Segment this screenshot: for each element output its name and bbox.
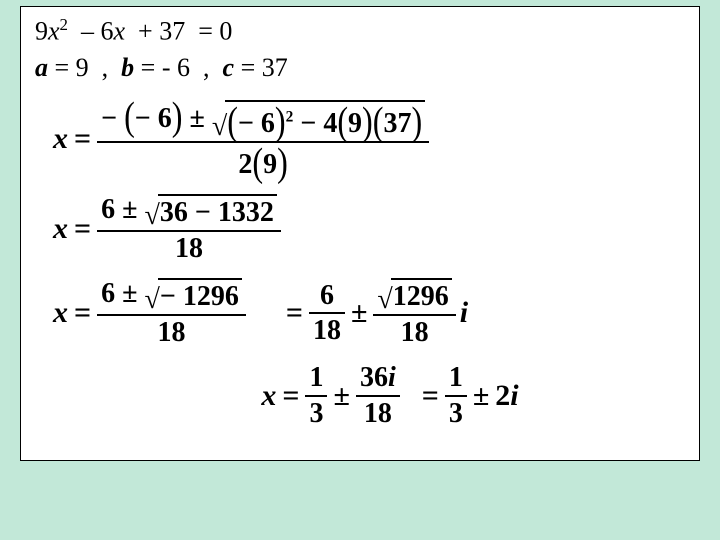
equals-4b: =: [422, 379, 439, 413]
pm-4a: ±: [333, 379, 349, 413]
coefficients-line: a = 9 , b = - 6 , c = 37: [35, 53, 685, 83]
pm-3: ±: [351, 296, 367, 330]
equals-3b: =: [286, 296, 303, 330]
step-4: x = 1 3 ± 36i 18 = 1 3 ± 2i: [95, 361, 685, 430]
den-step2: 18: [171, 232, 207, 266]
label-a: a: [35, 53, 48, 82]
frac-step3b1: 6 18: [309, 279, 345, 348]
label-b: b: [121, 53, 134, 82]
val-a: 9: [76, 53, 89, 82]
i-3: i: [460, 296, 468, 330]
var-x1: x: [48, 17, 60, 46]
num-step1: − (− 6) ± √ (− 6)2 − 4(9)(37): [97, 97, 429, 141]
coef-b: 6: [101, 17, 114, 46]
val-b: - 6: [162, 53, 190, 82]
val-c: 37: [262, 53, 288, 82]
den-step1: 2(9): [234, 143, 291, 182]
equals-4a: =: [282, 379, 299, 413]
sqrt-step2: √ 36 − 1332: [144, 194, 276, 230]
den-step3a: 18: [153, 316, 189, 350]
sqrt-step3a: √ − 1296: [144, 278, 241, 314]
num-step2: 6 ± √ 36 − 1332: [97, 193, 281, 229]
frac-step3b2: √ 1296 18: [373, 277, 455, 349]
rhs-zero: 0: [219, 17, 232, 46]
frac-step2: 6 ± √ 36 − 1332 18: [97, 193, 281, 265]
coef-a: 9: [35, 17, 48, 46]
equals-3a: =: [74, 296, 91, 330]
step-3: x = 6 ± √ − 1296 18 = 6 18 ± √: [53, 277, 685, 349]
pm-4b: ±: [473, 379, 489, 413]
x-lhs-3: x: [53, 296, 68, 330]
step-2: x = 6 ± √ 36 − 1332 18: [53, 193, 685, 265]
coef-c: 37: [159, 17, 185, 46]
equation-original: 9x2 – 6x + 37 = 0: [35, 15, 685, 47]
frac-step4a: 1 3: [305, 361, 327, 430]
frac-step1: − (− 6) ± √ (− 6)2 − 4(9)(37) 2(9): [97, 97, 429, 182]
sqrt-step3b: √ 1296: [377, 278, 451, 314]
equals-1: =: [74, 122, 91, 156]
num-step3a: 6 ± √ − 1296: [97, 277, 246, 313]
frac-step4b: 36i 18: [356, 361, 400, 430]
sqrt-step1: √ (− 6)2 − 4(9)(37): [212, 100, 425, 141]
step-1: x = − (− 6) ± √ (− 6)2 − 4(9)(37) 2(9): [53, 97, 685, 182]
x-lhs-1: x: [53, 122, 68, 156]
math-work-card: 9x2 – 6x + 37 = 0 a = 9 , b = - 6 , c = …: [20, 6, 700, 461]
x-lhs-2: x: [53, 212, 68, 246]
label-c: c: [223, 53, 235, 82]
frac-step4c: 1 3: [445, 361, 467, 430]
num-step3b2: √ 1296: [373, 277, 455, 313]
frac-step3a: 6 ± √ − 1296 18: [97, 277, 246, 349]
equals-2: =: [74, 212, 91, 246]
num-step4b: 36i: [356, 361, 400, 395]
var-x2: x: [114, 17, 126, 46]
exp-2: 2: [60, 15, 68, 34]
x-lhs-4: x: [261, 379, 276, 413]
tail-4: 2i: [495, 379, 518, 413]
